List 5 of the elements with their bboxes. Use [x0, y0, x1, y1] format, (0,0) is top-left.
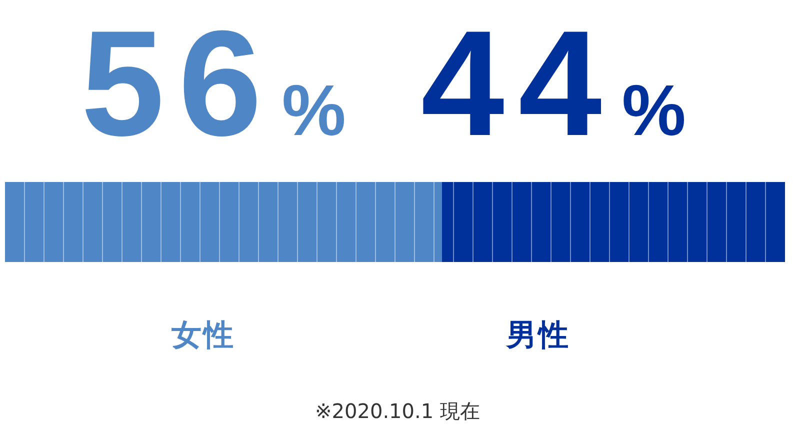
text: ※2020.10.1 現在: [315, 399, 480, 423]
data-label: 56%: [80, 0, 346, 167]
data-label: 44%: [420, 0, 686, 167]
series-label: 男性: [505, 318, 570, 353]
series-label: 女性: [170, 318, 236, 353]
